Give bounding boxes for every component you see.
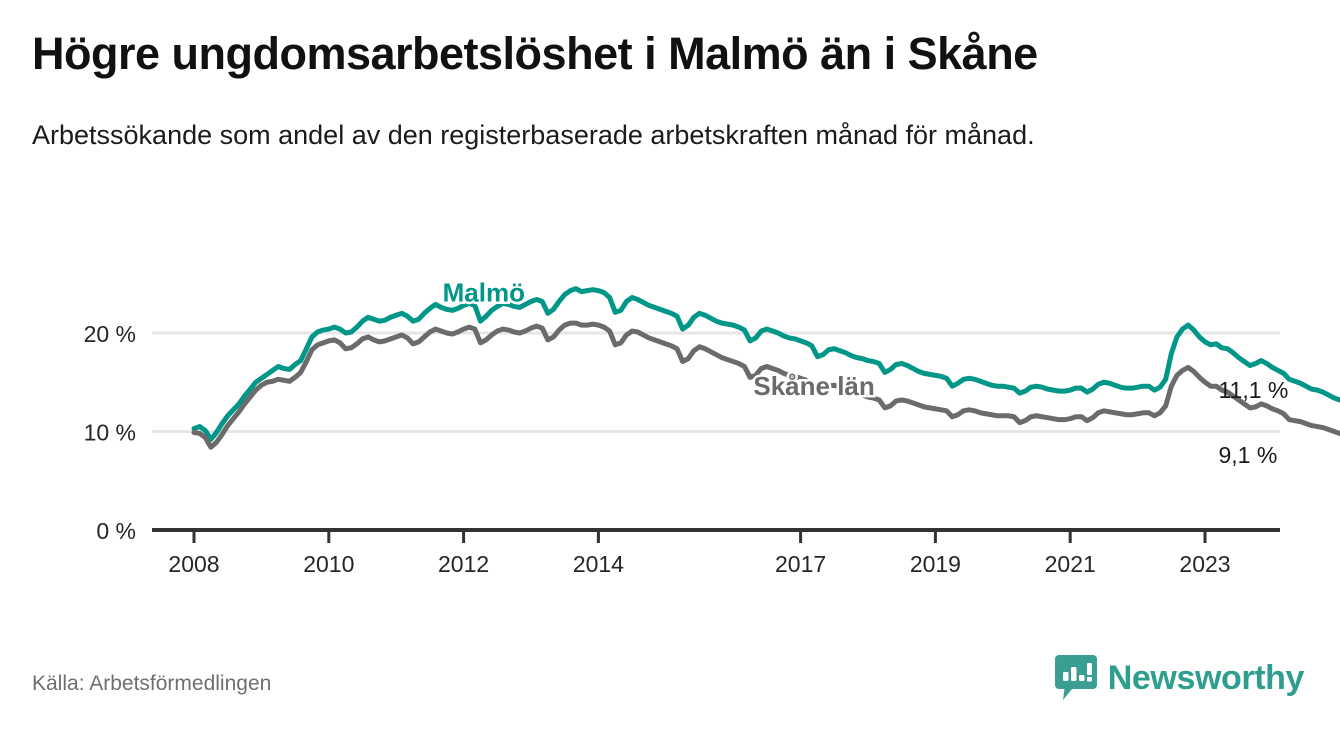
newsworthy-bars-icon xyxy=(1054,655,1097,700)
skane-end-value: 9,1 % xyxy=(1218,442,1277,468)
x-tick-label: 2019 xyxy=(910,551,961,577)
malmo-end-value: 11,1 % xyxy=(1218,377,1288,403)
x-tick-label: 2008 xyxy=(168,551,219,577)
page-title: Högre ungdomsarbetslöshet i Malmö än i S… xyxy=(32,28,1038,79)
malmo-series-label: Malmö xyxy=(443,277,525,307)
x-tick-label: 2021 xyxy=(1045,551,1096,577)
brand-name: Newsworthy xyxy=(1107,659,1305,697)
x-tick-label: 2014 xyxy=(573,551,624,577)
y-tick-label: 20 % xyxy=(84,321,136,347)
y-tick-label: 10 % xyxy=(84,420,136,446)
y-tick-label: 0 % xyxy=(96,518,136,544)
series-line-skane xyxy=(191,320,1340,450)
line-chart: 2008 2010 2012 2014 2017 2019 2021 2023 0 % 10 % 2… xyxy=(84,275,1340,577)
x-tick-label: 2010 xyxy=(303,551,354,577)
chart-container: 2008 2010 2012 2014 2017 2019 2021 2023 0 % 10 % 2… xyxy=(0,230,1340,600)
brand-logo: Newsworthy xyxy=(1054,655,1305,701)
x-tick-label: 2023 xyxy=(1179,551,1230,577)
series-line-malmo xyxy=(191,286,1340,442)
x-tick-label: 2012 xyxy=(438,551,489,577)
x-tick-label: 2017 xyxy=(775,551,826,577)
source-note: Källa: Arbetsförmedlingen xyxy=(32,672,272,695)
page-subtitle: Arbetssökande som andel av den registerb… xyxy=(32,120,1035,150)
skane-series-label: Skåne län xyxy=(753,371,874,401)
